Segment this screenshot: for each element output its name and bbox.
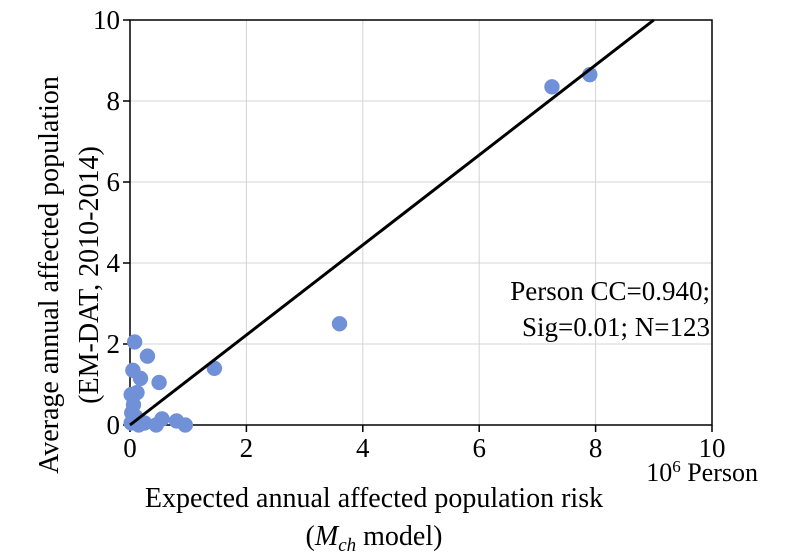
data-point bbox=[177, 417, 194, 433]
plot-frame bbox=[129, 19, 713, 426]
data-point bbox=[139, 348, 156, 364]
x-tick-label: 10 bbox=[699, 433, 726, 463]
y-tick-label: 4 bbox=[107, 248, 121, 278]
data-points bbox=[123, 66, 598, 433]
y-axis-title: Average annual affected population bbox=[34, 76, 65, 474]
x-tick-label: 2 bbox=[240, 433, 254, 463]
data-point bbox=[331, 316, 348, 332]
data-point bbox=[148, 417, 164, 433]
x-axis-unit: 106 Person bbox=[646, 457, 758, 488]
x-tick-label: 4 bbox=[356, 433, 370, 463]
data-point bbox=[544, 79, 560, 95]
y-axis-title-line2: (EM-DAT, 2010-2014) bbox=[74, 146, 105, 404]
tick-labels: 0 2 4 6 8 10 0 2 4 6 8 10 bbox=[93, 5, 726, 463]
axes bbox=[123, 19, 713, 432]
data-point bbox=[126, 334, 143, 350]
x-axis-title-line2: (Mch model) bbox=[306, 521, 443, 555]
y-tick-label: 0 bbox=[107, 410, 121, 440]
y-tick-label: 2 bbox=[107, 329, 121, 359]
x-tick-label: 6 bbox=[472, 433, 486, 463]
fit-line-group bbox=[129, 18, 655, 427]
stat-annotation-line2: Sig=0.01; N=123 bbox=[522, 312, 710, 342]
stat-annotation-line1: Person CC=0.940; bbox=[510, 276, 710, 306]
y-tick-label: 8 bbox=[107, 86, 121, 116]
x-tick-label: 0 bbox=[123, 433, 137, 463]
x-axis-title: Expected annual affected population risk bbox=[145, 483, 603, 514]
data-point bbox=[151, 374, 167, 391]
y-tick-label: 6 bbox=[107, 167, 121, 197]
fit-line bbox=[129, 18, 655, 427]
x-tick-label: 8 bbox=[589, 433, 603, 463]
y-tick-label: 10 bbox=[93, 5, 120, 35]
grid bbox=[130, 20, 712, 425]
data-point bbox=[132, 370, 149, 387]
